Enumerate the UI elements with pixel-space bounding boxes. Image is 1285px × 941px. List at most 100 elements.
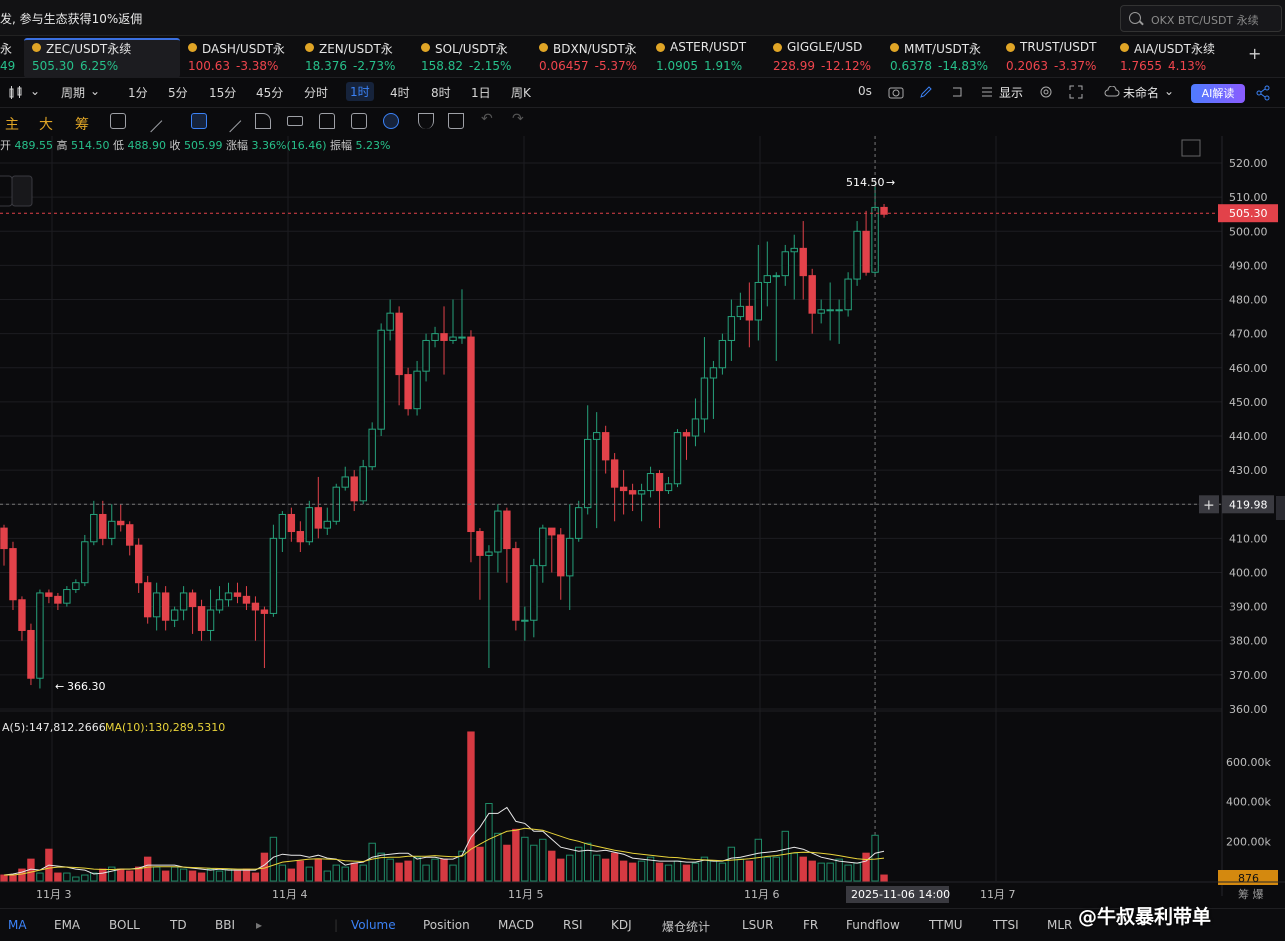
display-icon[interactable]: [980, 85, 994, 99]
candle-body[interactable]: [152, 592, 161, 618]
candle-body[interactable]: [296, 531, 305, 543]
axis-scroll-handle[interactable]: [1276, 496, 1285, 520]
candle-body[interactable]: [575, 507, 583, 539]
candle-body[interactable]: [197, 606, 206, 631]
indicator-tab[interactable]: TTMU: [929, 918, 963, 932]
candle-body[interactable]: [54, 595, 62, 604]
candle-body[interactable]: [637, 490, 646, 495]
candle-body[interactable]: [548, 527, 556, 536]
candle-body[interactable]: [835, 309, 843, 312]
candle-body[interactable]: [494, 510, 502, 553]
camera-icon[interactable]: [888, 85, 904, 99]
brush-icon[interactable]: [255, 113, 271, 129]
candle-body[interactable]: [170, 609, 179, 621]
line-tool-icon[interactable]: [218, 109, 242, 133]
candle-body[interactable]: [350, 476, 358, 502]
candle-body[interactable]: [736, 305, 745, 318]
candle-body[interactable]: [691, 418, 700, 437]
indicator-tab[interactable]: MA: [8, 918, 27, 932]
add-alert-button[interactable]: [1199, 495, 1219, 514]
candle-body[interactable]: [467, 336, 475, 533]
candle-body[interactable]: [566, 537, 574, 577]
candle-body[interactable]: [90, 513, 98, 543]
candle-body[interactable]: [395, 312, 403, 376]
candle-body[interactable]: [844, 278, 852, 311]
candle-body[interactable]: [655, 473, 664, 492]
candle-body[interactable]: [99, 513, 107, 539]
indicator-tab[interactable]: BBI: [215, 918, 236, 932]
candle-body[interactable]: [179, 592, 188, 611]
trash-icon[interactable]: [448, 113, 464, 129]
candle-body[interactable]: [790, 247, 798, 253]
candle-body[interactable]: [72, 582, 80, 591]
big-order-toggle[interactable]: 大: [39, 117, 53, 133]
indicator-tab[interactable]: RSI: [563, 918, 583, 932]
candle-body[interactable]: [81, 541, 89, 584]
layout-name[interactable]: 未命名: [1123, 86, 1160, 100]
promo-text[interactable]: 发, 参与生态获得10%返佣: [0, 12, 143, 26]
search-box[interactable]: OKX BTC/USDT 永续: [1120, 5, 1282, 32]
ruler-icon[interactable]: [139, 109, 163, 133]
candle-body[interactable]: [63, 589, 71, 604]
candle-body[interactable]: [485, 551, 493, 556]
candle-body[interactable]: [341, 476, 349, 488]
indicator-tab[interactable]: KDJ: [611, 918, 632, 932]
candle-body[interactable]: [305, 507, 314, 543]
candle-body[interactable]: [584, 438, 592, 509]
candle-body[interactable]: [0, 527, 8, 550]
candle-body[interactable]: [422, 339, 430, 372]
candle-body[interactable]: [161, 592, 170, 621]
chip-distribution-toggle[interactable]: 筹: [75, 117, 89, 133]
candle-body[interactable]: [799, 247, 807, 277]
candle-body[interactable]: [206, 609, 215, 631]
candle-body[interactable]: [664, 483, 673, 492]
indicator-tab[interactable]: MLR: [1047, 918, 1073, 932]
candle-body[interactable]: [314, 507, 323, 529]
candle-body[interactable]: [431, 333, 439, 341]
candle-body[interactable]: [377, 329, 385, 430]
indicator-tab[interactable]: LSUR: [742, 918, 774, 932]
undo-icon[interactable]: ↶: [481, 111, 493, 127]
indicator-tab[interactable]: TD: [170, 918, 187, 932]
candle-body[interactable]: [9, 548, 17, 601]
interval-15m[interactable]: 15分: [209, 86, 237, 100]
chevron-down-icon[interactable]: ⌄: [30, 84, 41, 98]
candle-body[interactable]: [628, 490, 637, 495]
candle-body[interactable]: [108, 520, 116, 539]
filter-icon[interactable]: [418, 113, 434, 129]
share-icon[interactable]: [1255, 85, 1271, 101]
interval-1m[interactable]: 1分: [128, 86, 148, 100]
candle-body[interactable]: [826, 309, 834, 312]
candle-body[interactable]: [817, 309, 825, 314]
candlestick-chart[interactable]: 520.00 510.00 500.00 490.00 480.00 470.00 460.…: [0, 136, 1285, 906]
candle-body[interactable]: [700, 377, 709, 420]
candle-body[interactable]: [745, 305, 754, 321]
candle-body[interactable]: [18, 599, 26, 631]
candle-body[interactable]: [727, 316, 736, 341]
scroll-right-icon[interactable]: ▸: [256, 918, 263, 932]
magnet-icon[interactable]: [383, 113, 399, 129]
candle-body[interactable]: [763, 275, 771, 283]
candle-body[interactable]: [718, 339, 727, 369]
candle-body[interactable]: [440, 333, 448, 341]
gear-icon[interactable]: [1039, 85, 1053, 99]
candle-body[interactable]: [368, 428, 376, 468]
candle-body[interactable]: [880, 206, 888, 215]
candle-body[interactable]: [386, 312, 394, 331]
candle-body[interactable]: [476, 531, 484, 556]
candle-body[interactable]: [449, 336, 457, 341]
main-indicator-toggle[interactable]: 主: [5, 117, 19, 133]
candle-body[interactable]: [404, 374, 412, 410]
lock-icon[interactable]: [319, 113, 335, 129]
candle-body[interactable]: [682, 432, 691, 437]
indicator-tab[interactable]: TTSI: [993, 918, 1019, 932]
candle-body[interactable]: [215, 599, 224, 611]
plus-icon[interactable]: +: [1203, 497, 1215, 513]
pause-icon[interactable]: [11, 175, 33, 207]
candle-body[interactable]: [772, 275, 780, 278]
candle-body[interactable]: [278, 513, 287, 539]
interval-1h[interactable]: 1时: [346, 82, 374, 101]
candle-body[interactable]: [557, 534, 565, 577]
ai-interpret-button[interactable]: AI解读: [1191, 84, 1245, 103]
indicator-tab[interactable]: Fundflow: [846, 918, 900, 932]
